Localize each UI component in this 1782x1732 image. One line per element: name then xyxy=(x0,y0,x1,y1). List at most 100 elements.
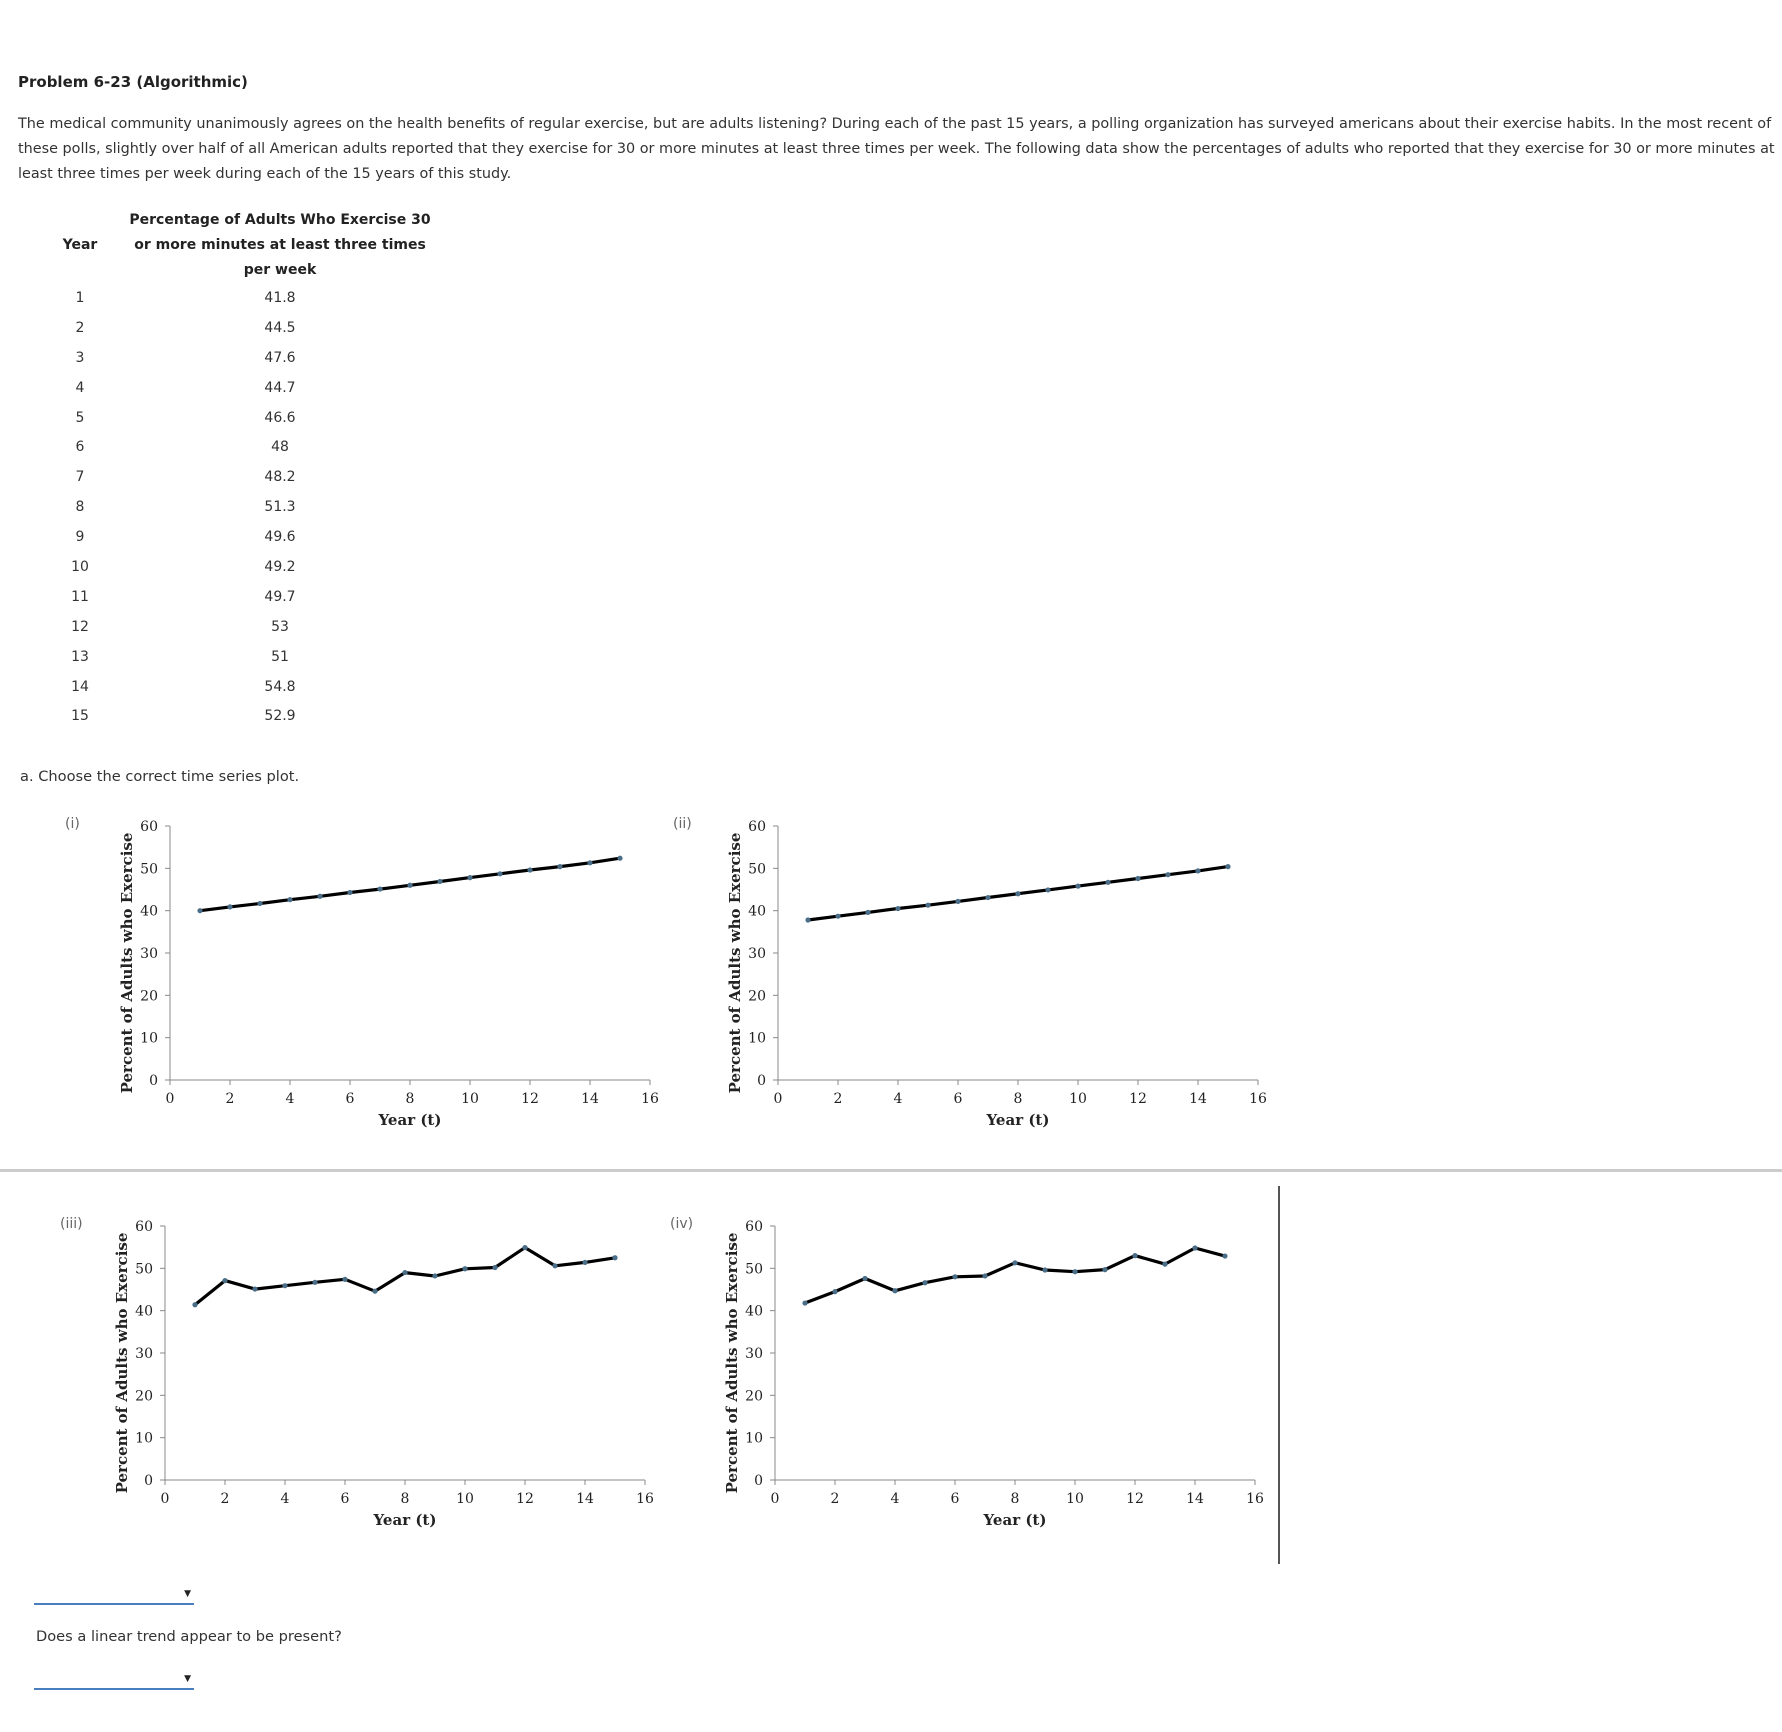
question-b: Does a linear trend appear to be present… xyxy=(36,1628,342,1645)
percentage-cell: 48.2 xyxy=(264,469,296,486)
table-row: 3 47.6 xyxy=(40,343,440,373)
data-point xyxy=(557,864,563,870)
x-tick-label: 8 xyxy=(406,1091,415,1107)
problem-description: The medical community unanimously agrees… xyxy=(18,116,1775,182)
y-tick-label: 40 xyxy=(748,904,766,920)
y-tick-label: 20 xyxy=(745,1388,763,1404)
percentage-cell: 47.6 xyxy=(264,349,296,366)
x-tick-label: 2 xyxy=(834,1091,843,1107)
data-point xyxy=(925,902,931,908)
data-point xyxy=(617,855,623,861)
data-point xyxy=(342,1276,348,1282)
y-tick-label: 60 xyxy=(135,1219,153,1235)
table-row: 12 53 xyxy=(40,612,440,642)
percentage-cell: 51.3 xyxy=(264,499,296,516)
data-point xyxy=(437,878,443,885)
year-cell: 4 xyxy=(75,379,85,396)
y-tick-label: 10 xyxy=(140,1031,158,1047)
y-tick-label: 30 xyxy=(140,946,158,962)
percentage-cell: 49.6 xyxy=(264,529,296,546)
year-cell: 6 xyxy=(75,439,85,456)
question-a: a. Choose the correct time series plot. xyxy=(20,768,300,785)
x-tick-label: 16 xyxy=(641,1091,659,1107)
data-point xyxy=(1135,875,1141,882)
x-axis-label: Year (t) xyxy=(373,1511,437,1529)
x-tick-label: 8 xyxy=(1014,1091,1023,1107)
data-point xyxy=(865,909,871,915)
data-point xyxy=(835,913,841,919)
x-tick-label: 14 xyxy=(581,1091,599,1107)
data-point xyxy=(372,1288,378,1294)
x-tick-label: 6 xyxy=(951,1491,960,1507)
year-cell: 3 xyxy=(75,349,85,366)
year-cell: 15 xyxy=(71,708,89,725)
x-tick-label: 12 xyxy=(521,1091,539,1107)
y-axis-label: Percent of Adults who Exercise xyxy=(118,833,136,1094)
data-point xyxy=(407,882,413,888)
table-row: 13 51 xyxy=(40,642,440,672)
option-label: (iii) xyxy=(60,1216,83,1232)
data-point xyxy=(1045,887,1051,893)
x-tick-label: 2 xyxy=(831,1491,840,1507)
data-point xyxy=(1075,883,1081,889)
year-cell: 14 xyxy=(71,678,89,695)
x-axis-label: Year (t) xyxy=(986,1111,1050,1129)
x-tick-label: 12 xyxy=(1129,1091,1147,1107)
y-tick-label: 20 xyxy=(135,1388,153,1404)
dropdown-arrow-icon: ▼ xyxy=(184,1674,191,1684)
data-point xyxy=(802,1300,808,1306)
x-tick-label: 8 xyxy=(401,1491,410,1507)
y-tick-label: 20 xyxy=(748,988,766,1004)
time-series-plot-iii[interactable]: (iii) 0 10 20 30 40 50 60 0 2 4 6 8 10 12 14 16 Year (t) P… xyxy=(55,1210,655,1550)
data-point xyxy=(1015,891,1021,897)
x-tick-label: 2 xyxy=(226,1091,235,1107)
data-point xyxy=(1225,864,1231,870)
data-point xyxy=(522,1244,528,1251)
x-tick-label: 0 xyxy=(166,1091,175,1107)
table-row: 1 41.8 xyxy=(40,283,440,313)
data-point xyxy=(1012,1260,1018,1266)
year-cell: 8 xyxy=(75,499,85,516)
percentage-cell: 46.6 xyxy=(264,409,296,426)
data-table: Year Percentage of Adults Who Exercise 3… xyxy=(40,208,440,731)
data-point xyxy=(922,1280,928,1286)
data-point xyxy=(492,1264,498,1271)
x-tick-label: 6 xyxy=(954,1091,963,1107)
time-series-plot-ii[interactable]: (ii) 0 10 20 30 40 50 60 0 2 4 6 8 10 12 14 16 Year (t) Pe… xyxy=(668,810,1268,1150)
year-cell: 11 xyxy=(71,588,89,605)
data-point xyxy=(462,1266,468,1272)
y-tick-label: 0 xyxy=(144,1473,153,1489)
table-row: 10 49.2 xyxy=(40,552,440,582)
y-tick-label: 50 xyxy=(135,1261,153,1277)
x-tick-label: 2 xyxy=(221,1491,230,1507)
data-point xyxy=(612,1255,618,1261)
data-point xyxy=(312,1279,318,1285)
percentage-cell: 53 xyxy=(271,618,289,635)
linear-trend-dropdown[interactable]: ▼ xyxy=(34,1670,194,1690)
time-series-plot-i[interactable]: (i) 0 10 20 30 40 50 60 0 2 4 6 8 10 12 14 16 Year (t) Per… xyxy=(60,810,660,1150)
data-point xyxy=(432,1273,438,1279)
table-row: 8 51.3 xyxy=(40,492,440,522)
x-tick-label: 0 xyxy=(774,1091,783,1107)
data-point xyxy=(467,875,473,881)
data-point xyxy=(805,917,811,923)
percentage-cell: 44.7 xyxy=(264,379,296,396)
table-row: 2 44.5 xyxy=(40,313,440,343)
percentage-cell: 51 xyxy=(271,648,289,665)
section-divider xyxy=(0,1169,1782,1172)
x-axis-label: Year (t) xyxy=(983,1511,1047,1529)
percentage-header: Percentage of Adults Who Exercise 30 or … xyxy=(129,212,431,278)
table-row: 15 52.9 xyxy=(40,701,440,731)
data-point xyxy=(1162,1261,1168,1267)
percentage-cell: 44.5 xyxy=(264,319,296,336)
x-tick-label: 0 xyxy=(771,1491,780,1507)
y-tick-label: 10 xyxy=(745,1431,763,1447)
percentage-cell: 48 xyxy=(271,439,289,456)
data-point xyxy=(197,908,203,914)
x-axis-label: Year (t) xyxy=(378,1111,442,1129)
year-cell: 7 xyxy=(75,469,85,486)
option-label: (i) xyxy=(65,816,80,832)
plot-choice-dropdown[interactable]: ▼ xyxy=(34,1585,194,1605)
x-tick-label: 16 xyxy=(636,1491,654,1507)
time-series-plot-iv[interactable]: (iv) 0 10 20 30 40 50 60 0 2 4 6 8 10 12 14 16 Year (t) Pe… xyxy=(665,1210,1265,1550)
